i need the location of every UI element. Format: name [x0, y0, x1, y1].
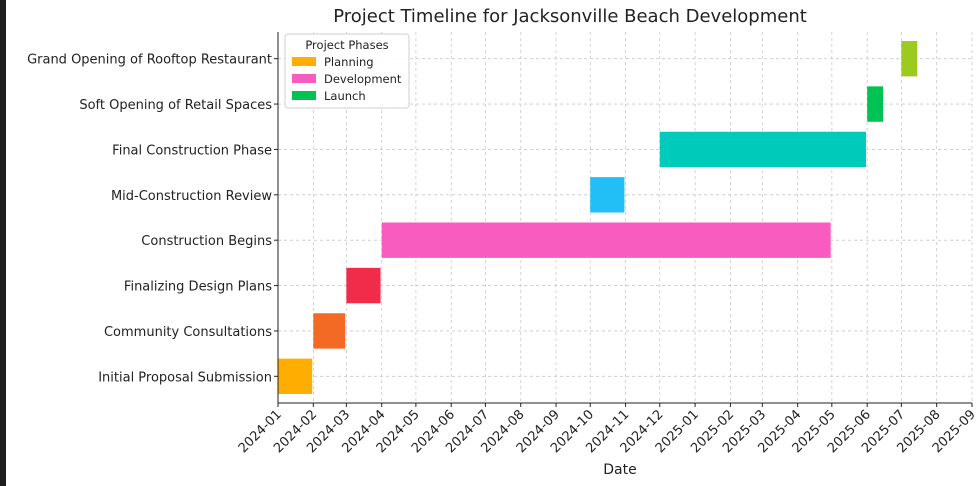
legend-swatch — [292, 91, 316, 100]
x-tick-labels: 2024-012024-022024-032024-042024-052024-… — [236, 403, 979, 456]
task-bar — [659, 131, 867, 168]
y-tick-label: Grand Opening of Rooftop Restaurant — [27, 53, 272, 68]
y-tick-label: Initial Proposal Submission — [98, 370, 272, 385]
task-bar — [381, 222, 831, 258]
legend-swatch — [292, 57, 316, 66]
y-tick-label: Community Consultations — [104, 325, 272, 340]
bars — [278, 40, 918, 395]
legend-swatch — [292, 74, 316, 83]
x-axis-label: Date — [603, 462, 636, 478]
legend-box — [284, 33, 410, 109]
legend-entry-label: Development — [324, 72, 402, 86]
axes — [277, 32, 972, 404]
task-bar — [313, 313, 346, 349]
legend-entry-label: Launch — [324, 89, 366, 103]
legend: Project Phases Planning Development Launch — [284, 33, 410, 109]
task-bar — [590, 177, 625, 213]
chart-canvas: Project Timeline for Jacksonville Beach … — [6, 0, 980, 486]
legend-entry-label: Planning — [324, 55, 374, 69]
y-tick-labels: Initial Proposal Submission Community Con… — [27, 53, 278, 385]
legend-title: Project Phases — [305, 38, 388, 52]
gantt-chart: Project Timeline for Jacksonville Beach … — [27, 6, 979, 478]
y-tick-label: Finalizing Design Plans — [124, 280, 272, 295]
chart-title: Project Timeline for Jacksonville Beach … — [333, 6, 807, 27]
y-tick-label: Final Construction Phase — [112, 143, 272, 158]
y-tick-label: Mid-Construction Review — [111, 189, 272, 204]
y-tick-label: Construction Begins — [141, 234, 272, 249]
task-bar — [278, 358, 313, 395]
task-bar — [901, 40, 918, 77]
task-bar — [346, 267, 381, 304]
task-bar — [867, 86, 884, 122]
y-tick-label: Soft Opening of Retail Spaces — [79, 98, 272, 113]
